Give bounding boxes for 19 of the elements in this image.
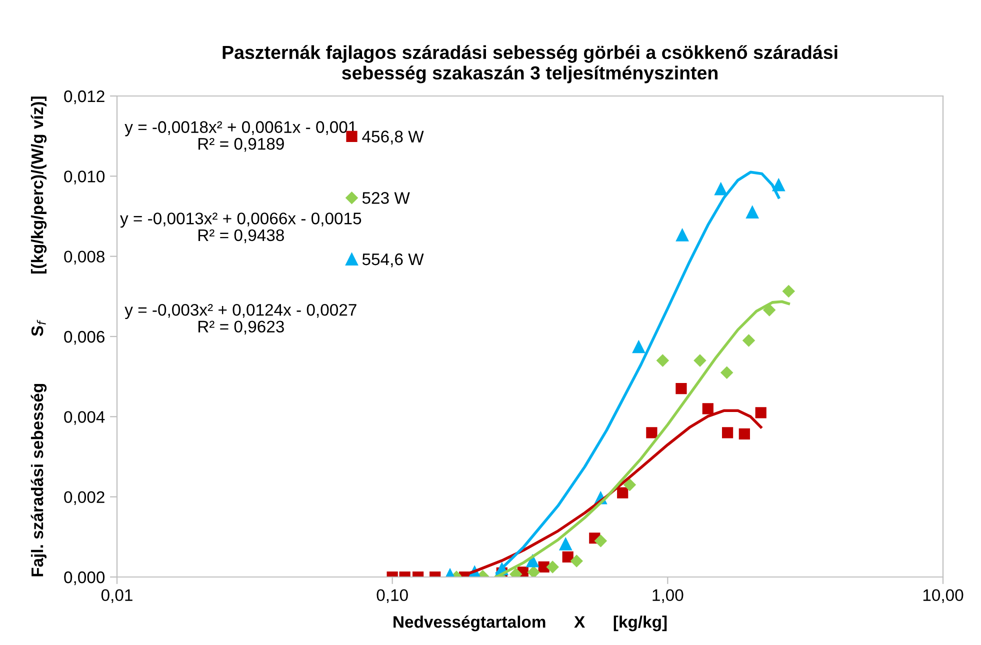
y-tick-label: 0,010 bbox=[64, 170, 105, 184]
legend-label: 523 W bbox=[362, 192, 410, 204]
x-axis-title: Nedvességtartalom X [kg/kg] bbox=[394, 615, 667, 632]
y-tick-label: 0,002 bbox=[64, 491, 104, 506]
chart-title: Paszternák fajlagos száradási sebesség görbéi a csökkenő száradási sebesség szakaszán 3 teljesítményszinten bbox=[222, 45, 838, 84]
annotation: y = -0,003x² + 0,0124x - 0,0027 R² = 0,9623 bbox=[124, 304, 356, 334]
x-tick-label: 0,01 bbox=[101, 589, 132, 604]
x-tick-label: 1,00 bbox=[652, 589, 684, 604]
annotation: y = -0,0013x² + 0,0066x - 0,0015 R² = 0,9438 bbox=[120, 212, 362, 244]
y-tick-label: 0,004 bbox=[64, 411, 105, 425]
legend-label: 456,8 W bbox=[362, 130, 424, 144]
x-tick-label: 0,10 bbox=[376, 589, 408, 604]
legend-label: 554,6 W bbox=[362, 253, 424, 268]
y-tick-label: 0,000 bbox=[64, 571, 105, 586]
y-tick-label: 0,012 bbox=[64, 90, 104, 104]
y-tick-label: 0,006 bbox=[64, 330, 104, 345]
x-tick-label: 10,00 bbox=[923, 589, 964, 604]
text: Fajl. száradási sebesség S$_{f}$ [(kg/kg/perc)/(W/g víz)] bbox=[30, 96, 47, 576]
y-tick-label: 0,008 bbox=[64, 250, 104, 265]
